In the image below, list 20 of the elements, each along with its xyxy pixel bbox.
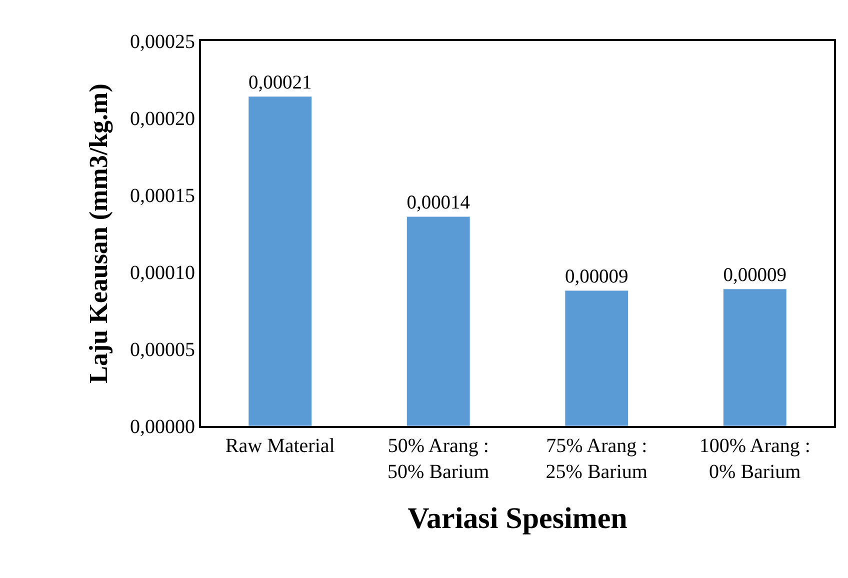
y-tick-label: 0,00025 xyxy=(130,31,195,53)
x-tick-label: 50% Arang : 50% Barium xyxy=(388,435,490,483)
x-axis-title: Variasi Spesimen xyxy=(408,502,628,535)
y-tick-label: 0,00010 xyxy=(130,262,195,284)
y-tick-label: 0,00015 xyxy=(130,185,195,207)
x-tick-label: 100% Arang : 0% Barium xyxy=(699,435,810,483)
x-tick-label: Raw Material xyxy=(225,435,336,457)
y-axis-title: Laju Keausan (mm3/kg.m) xyxy=(84,84,113,384)
data-label: 0,00014 xyxy=(406,192,470,214)
y-tick-label: 0,00005 xyxy=(130,339,195,361)
data-label: 0,00009 xyxy=(723,265,787,286)
x-tick-label: 75% Arang : 25% Barium xyxy=(546,435,648,483)
bar xyxy=(248,96,312,426)
data-label: 0,00021 xyxy=(248,72,312,94)
bar xyxy=(564,290,629,426)
bar xyxy=(406,216,470,426)
bar xyxy=(722,288,787,426)
y-tick-label: 0,00020 xyxy=(130,108,195,130)
y-tick-label: 0,00000 xyxy=(130,416,195,438)
data-label: 0,00009 xyxy=(564,266,628,288)
